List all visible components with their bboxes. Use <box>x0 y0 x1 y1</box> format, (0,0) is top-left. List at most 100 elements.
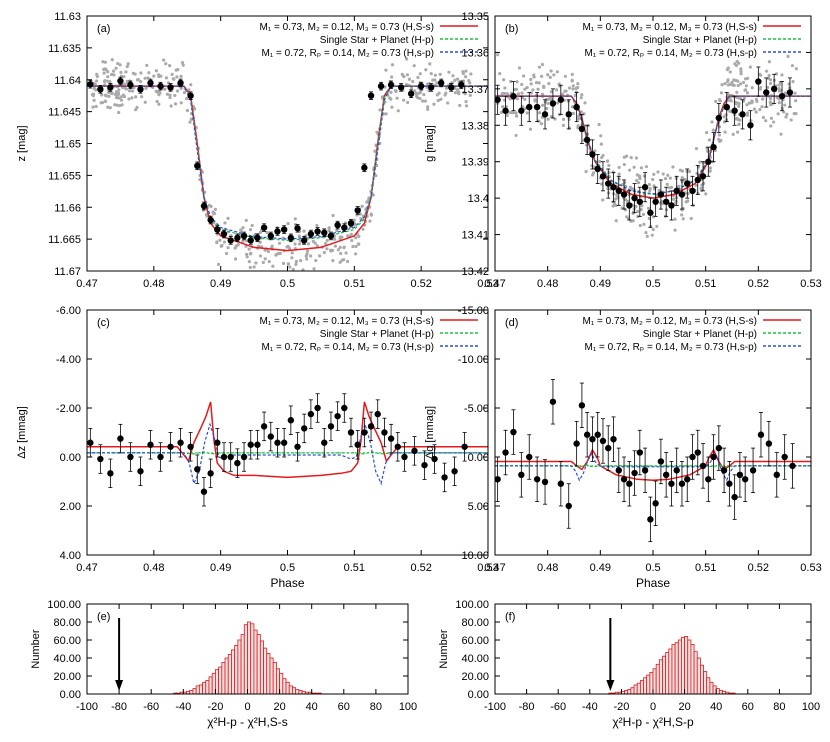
raw-point <box>390 105 394 109</box>
raw-point <box>782 110 786 114</box>
data-point <box>177 79 184 87</box>
x-tick-label: 0.48 <box>143 562 164 574</box>
histogram-bar <box>221 662 226 695</box>
raw-point <box>576 117 580 121</box>
raw-point <box>769 116 774 120</box>
raw-point <box>625 154 629 158</box>
x-tick-label: 0.53 <box>477 278 498 290</box>
y-tick-label: 20.00 <box>461 671 489 683</box>
data-point <box>763 89 770 96</box>
y-axis-label: g [mag] <box>424 125 436 162</box>
histogram-bar <box>639 680 644 695</box>
data-point <box>518 107 525 114</box>
raw-point <box>783 103 787 107</box>
histogram-bar <box>195 685 200 695</box>
raw-point <box>523 87 527 91</box>
raw-point <box>247 260 251 264</box>
histogram-bar <box>662 655 667 695</box>
data-point <box>307 230 315 238</box>
raw-point <box>636 209 640 214</box>
data-point <box>321 439 328 446</box>
raw-point <box>396 109 400 113</box>
x-tick-label: 60 <box>338 701 350 713</box>
y-tick-label: 11.66 <box>54 202 81 214</box>
raw-point <box>241 226 245 230</box>
raw-point <box>673 228 677 232</box>
data-point <box>97 86 104 93</box>
raw-point <box>665 182 669 186</box>
raw-point <box>335 229 339 233</box>
raw-point <box>573 93 577 98</box>
raw-point <box>739 96 743 101</box>
raw-point <box>118 63 122 67</box>
x-tick-label: -20 <box>207 701 223 713</box>
raw-point <box>561 117 566 122</box>
raw-point <box>525 85 529 90</box>
raw-point <box>462 90 466 95</box>
data-point <box>367 92 375 99</box>
y-tick-label: 13.4 <box>468 193 489 205</box>
raw-point <box>531 88 535 92</box>
raw-point <box>464 75 468 79</box>
raw-point <box>135 105 139 110</box>
raw-point <box>614 219 618 223</box>
x-tick-label: 0.5 <box>280 278 295 290</box>
raw-point <box>774 72 779 76</box>
raw-point <box>517 66 522 70</box>
raw-point <box>351 244 355 249</box>
raw-point <box>274 253 278 257</box>
data-point <box>167 443 174 450</box>
raw-point <box>667 186 672 190</box>
raw-point <box>791 80 795 84</box>
data-point <box>684 180 691 187</box>
raw-point <box>215 240 219 244</box>
raw-point <box>546 101 550 105</box>
histogram-bar <box>655 663 660 695</box>
raw-point <box>576 82 580 86</box>
raw-point <box>453 91 458 95</box>
raw-point <box>315 223 319 228</box>
raw-point <box>622 162 626 167</box>
x-tick-label: 0.49 <box>590 278 611 290</box>
raw-point <box>113 103 117 107</box>
data-point <box>533 476 541 483</box>
raw-point <box>424 68 428 72</box>
raw-point <box>743 88 747 92</box>
data-point <box>314 404 321 412</box>
data-point <box>361 164 368 171</box>
histogram-bar <box>253 629 258 695</box>
raw-point <box>110 58 114 62</box>
data-point <box>220 230 228 238</box>
raw-point <box>516 92 521 96</box>
data-point <box>137 468 144 475</box>
data-point <box>280 439 288 446</box>
raw-point <box>220 243 224 247</box>
raw-point <box>438 72 442 76</box>
data-point <box>381 429 388 436</box>
data-point <box>227 453 234 461</box>
raw-point <box>777 83 781 87</box>
raw-point <box>717 125 722 129</box>
legend-label: M₁ = 0.72, Rₚ = 0.14, M₂ = 0.73 (H,s-p) <box>585 342 757 353</box>
data-point <box>177 439 184 446</box>
raw-point <box>374 173 378 178</box>
raw-point <box>523 97 527 102</box>
raw-point <box>745 113 750 117</box>
raw-point <box>632 165 636 169</box>
raw-point <box>173 102 178 106</box>
raw-point <box>555 101 560 105</box>
raw-point <box>737 104 741 108</box>
raw-point <box>358 212 362 216</box>
raw-point <box>121 93 126 97</box>
histogram-bar <box>295 689 300 695</box>
histogram-bar <box>288 685 293 695</box>
raw-point <box>423 99 427 103</box>
raw-point <box>582 112 586 116</box>
raw-point <box>615 193 619 197</box>
raw-point <box>634 156 638 160</box>
raw-point <box>114 66 118 70</box>
data-point <box>662 198 670 205</box>
raw-point <box>143 76 147 80</box>
raw-point <box>771 120 776 124</box>
